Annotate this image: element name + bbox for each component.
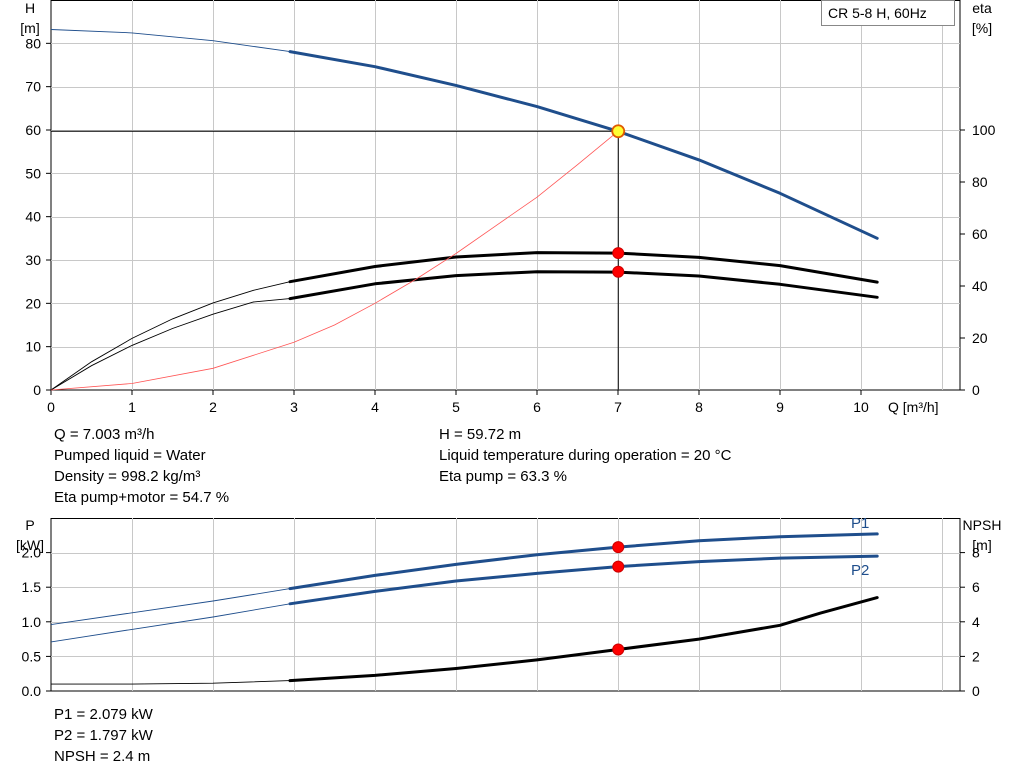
panel1-y-tick-label: 80: [25, 35, 41, 51]
panel2-y2-tick-label: 2: [972, 648, 980, 664]
panel2-series-0-thin: [50, 588, 291, 626]
info-head: H = 59.72 m: [439, 426, 522, 443]
panel2-series-1-line: [288, 554, 879, 606]
panel1-y-tick-label: 30: [25, 252, 41, 268]
panel1-y2-tick-label: 100: [972, 122, 996, 138]
panel1-y-tick-label: 10: [25, 339, 41, 355]
panel2-y-tick-label: 1.0: [22, 614, 42, 630]
info-temperature: Liquid temperature during operation = 20…: [439, 447, 732, 464]
panel2-operating-point-marker: [612, 560, 625, 573]
panel2-y2-tick-label: 4: [972, 614, 980, 630]
panel1-title-box: [821, 0, 955, 26]
info-p2: P2 = 1.797 kW: [54, 727, 153, 744]
panel2-series-0-line: [288, 532, 879, 591]
panel1-operating-point-marker: [612, 265, 625, 278]
panel1-x-tick-label: 7: [614, 399, 622, 415]
panel1-y2-tick-label: 20: [972, 330, 988, 346]
panel2-y-tick-label: 0.5: [22, 648, 42, 664]
panel2-series-2-thin: [51, 680, 291, 685]
info-bottom: P1 = 2.079 kW P2 = 1.797 kW NPSH = 2.4 m: [54, 704, 153, 767]
panel1-y2-tick-label: 0: [972, 382, 980, 398]
panel1-y-tick-label: 60: [25, 122, 41, 138]
panel1-x-tick-label: 9: [776, 399, 784, 415]
panel1-y2-axis-unit: [%]: [972, 20, 992, 36]
panel1-x-tick-label: 5: [452, 399, 460, 415]
panel1-y2-tick-label: 80: [972, 174, 988, 190]
panel2-y-axis-unit: [kW]: [16, 537, 44, 553]
panel1-x-tick-label: 1: [128, 399, 136, 415]
info-right: H = 59.72 m Liquid temperature during op…: [439, 424, 731, 487]
panel1-y2-axis-title: eta: [972, 0, 992, 16]
panel2-y-tick-label: 0.0: [22, 683, 42, 699]
panel1-series-1-line: [288, 270, 879, 301]
panel1-y-tick-label: 50: [25, 165, 41, 181]
panel1-x-tick-label: 6: [533, 399, 541, 415]
panel1-operating-point-marker: [612, 247, 625, 260]
info-liquid: Pumped liquid = Water: [54, 447, 206, 464]
panel1-series-2-line: [288, 251, 879, 284]
panel2-series-label-p2: P2: [851, 562, 869, 579]
panel1-series-1-thin: [50, 298, 291, 391]
panel1-y2-tick-label: 60: [972, 226, 988, 242]
panel2-y2-tick-label: 8: [972, 545, 980, 561]
panel1-y-tick-label: 70: [25, 79, 41, 95]
panel1-series-0-thin: [50, 29, 291, 53]
info-npsh: NPSH = 2.4 m: [54, 748, 151, 765]
info-eta-pump-motor: Eta pump+motor = 54.7 %: [54, 489, 230, 506]
panel2-series-label-p1: P1: [851, 515, 869, 532]
panel1-x-tick-label: 2: [209, 399, 217, 415]
panel1-plot-frame: [50, 0, 961, 391]
panel2-y-tick-label: 2.0: [22, 545, 42, 561]
panel1-y-tick-label: 40: [25, 209, 41, 225]
panel1-y-axis-title: H: [25, 0, 35, 16]
panel1-y-tick-label: 20: [25, 295, 41, 311]
panel1-x-tick-label: 3: [290, 399, 298, 415]
info-eta-pump: Eta pump = 63.3 %: [439, 468, 567, 485]
panel1-series-2-thin: [50, 281, 291, 391]
panel2-y2-axis-title: NPSH: [963, 517, 1002, 533]
panel1-y-axis-unit: [m]: [20, 20, 39, 36]
panel1-series-3-thin: [50, 130, 619, 391]
info-density: Density = 998.2 kg/m³: [54, 468, 201, 485]
panel2-y2-tick-label: 0: [972, 683, 980, 699]
info-flow: Q = 7.003 m³/h: [54, 426, 155, 443]
panel2-y-axis-title: P: [25, 517, 34, 533]
panel1-y-tick-label: 0: [33, 382, 41, 398]
panel1-x-tick-label: 8: [695, 399, 703, 415]
panel1-series-0-line: [288, 50, 879, 240]
panel1-x-tick-label: 4: [371, 399, 379, 415]
panel1-x-axis-title: Q [m³/h]: [888, 399, 939, 415]
panel2-operating-point-marker: [612, 643, 625, 656]
panel2-operating-point-marker: [612, 541, 625, 554]
panel1-chart-title: CR 5-8 H, 60Hz: [828, 5, 927, 21]
panel2-y2-axis-unit: [m]: [972, 537, 991, 553]
info-p1: P1 = 2.079 kW: [54, 706, 153, 723]
panel2-y-tick-label: 1.5: [22, 579, 42, 595]
info-left: Q = 7.003 m³/h Pumped liquid = Water Den…: [54, 424, 229, 508]
panel1-y2-tick-label: 40: [972, 278, 988, 294]
panel2-series-1-thin: [50, 603, 291, 643]
panel1-duty-point-marker: [611, 124, 626, 139]
panel1-x-tick-label: 10: [853, 399, 869, 415]
panel2-y2-tick-label: 6: [972, 579, 980, 595]
panel1-x-tick-label: 0: [47, 399, 55, 415]
